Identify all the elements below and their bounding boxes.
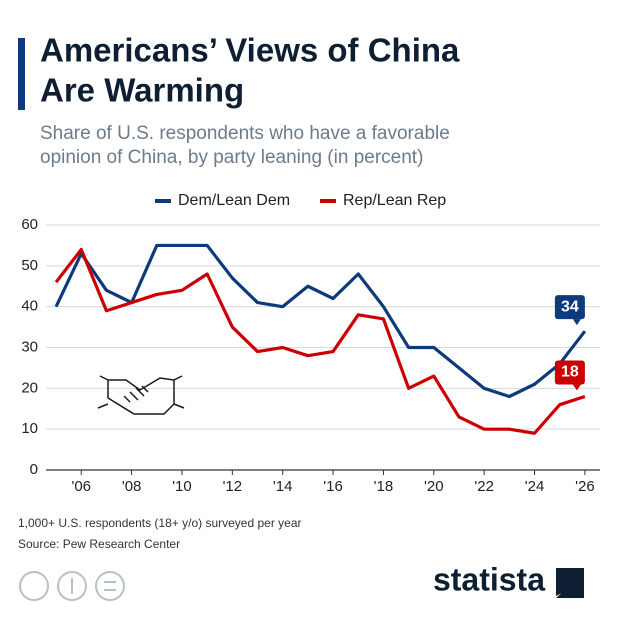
title-bar: [18, 38, 25, 110]
x-tick-label: '20: [424, 478, 444, 495]
x-tick-label: '06: [71, 478, 91, 495]
title: Americans’ Views of China: [40, 32, 460, 69]
plot: 0 10 20 30 40 50 60 '06 '08 '10 '12 '14 '16 '18 '20 '22…: [21, 192, 600, 495]
x-tick-label: '08: [122, 478, 142, 495]
brand-logo: [556, 568, 584, 598]
x-tick-label: '26: [575, 478, 595, 495]
y-tick-label: 0: [30, 461, 38, 478]
y-tick-label: 60: [21, 216, 38, 233]
x-tick-label: '10: [172, 478, 192, 495]
legend-label: Dem/Lean Dem: [178, 192, 290, 209]
end-label-pointer: [572, 384, 581, 391]
series-line: [54, 243, 587, 399]
y-tick-label: 10: [21, 420, 38, 437]
source: Source: Pew Research Center: [18, 537, 180, 551]
x-tick-label: '18: [374, 478, 394, 495]
end-label: 18: [561, 364, 579, 381]
y-tick-label: 40: [21, 298, 38, 315]
end-label-box: [554, 360, 585, 385]
x-tick-label: '16: [323, 478, 343, 495]
series-line: [54, 247, 586, 435]
y-tick-label: 20: [21, 379, 38, 396]
x-tick-label: '12: [223, 478, 243, 495]
subtitle: Share of U.S. respondents who have a fav…: [40, 123, 450, 144]
end-label-pointer: [572, 319, 581, 326]
subtitle: opinion of China, by party leaning (in p…: [40, 147, 423, 168]
license-icons: [19, 571, 125, 601]
end-label-box: [554, 295, 585, 320]
x-tick-label: '14: [273, 478, 293, 495]
legend-label: Rep/Lean Rep: [343, 192, 446, 209]
title: Are Warming: [40, 72, 244, 109]
x-tick-label: '22: [474, 478, 494, 495]
y-tick-label: 30: [21, 338, 38, 355]
handshake-icon: [97, 375, 185, 415]
end-label: 34: [561, 298, 579, 315]
y-tick-label: 50: [21, 257, 38, 274]
brand: statista: [433, 561, 545, 597]
note: 1,000+ U.S. respondents (18+ y/o) survey…: [18, 516, 302, 530]
x-tick-label: '24: [525, 478, 545, 495]
